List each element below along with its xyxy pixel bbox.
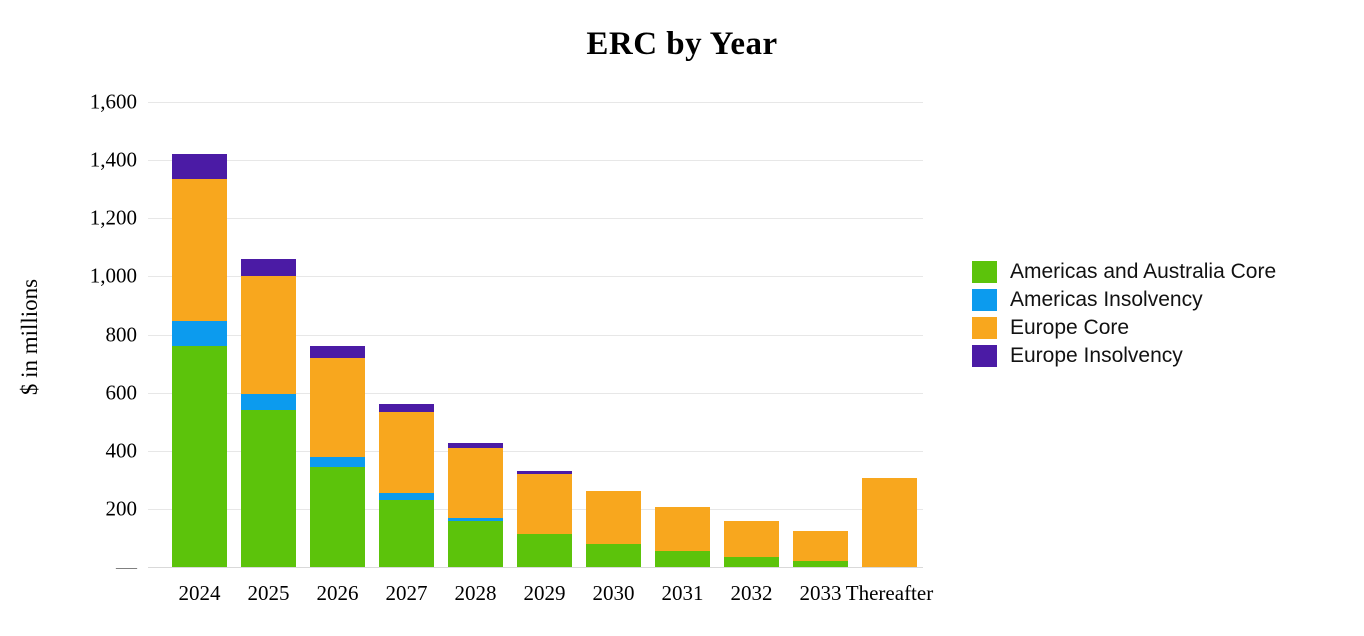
legend-label: Europe Core bbox=[1010, 316, 1130, 339]
x-tick-label: 2033 bbox=[799, 581, 842, 605]
bar-segment bbox=[516, 471, 573, 474]
x-tick-label: 2027 bbox=[385, 581, 428, 605]
bar-segment bbox=[378, 500, 435, 567]
legend-item: Europe Core bbox=[972, 314, 1276, 342]
gridline bbox=[148, 392, 923, 394]
x-tick-label: 2024 bbox=[178, 581, 221, 605]
bar-segment bbox=[447, 520, 504, 567]
legend-label: Europe Insolvency bbox=[1010, 344, 1183, 367]
x-tick-label: Thereafter bbox=[845, 581, 934, 605]
bar-segment bbox=[240, 276, 297, 395]
bar-segment bbox=[171, 179, 228, 322]
x-tick-label: 2025 bbox=[247, 581, 290, 605]
bar-segment bbox=[585, 491, 642, 544]
x-tick-label: 2028 bbox=[454, 581, 497, 605]
x-axis-tick-labels: 2024 2025 2026 2027 2028 2029 2030 2031 2032 2033… bbox=[0, 581, 1364, 611]
legend-swatch bbox=[972, 345, 997, 367]
bar-segment bbox=[516, 533, 573, 567]
bar-segment bbox=[309, 357, 366, 457]
legend-item: Americas Insolvency bbox=[972, 286, 1276, 314]
bar-segment bbox=[171, 346, 228, 567]
gridline bbox=[148, 276, 923, 278]
x-tick-label: 2029 bbox=[523, 581, 566, 605]
legend-label: Americas Insolvency bbox=[1010, 288, 1203, 311]
bar-segment bbox=[309, 456, 366, 467]
bar-segment bbox=[792, 561, 849, 567]
y-tick-label: 600 bbox=[105, 380, 138, 405]
bar-segment bbox=[861, 478, 918, 567]
bar-segment bbox=[723, 520, 780, 557]
bar-segment bbox=[516, 474, 573, 534]
bar-segment bbox=[585, 543, 642, 567]
x-tick-label: 2030 bbox=[592, 581, 635, 605]
bar-segment bbox=[378, 411, 435, 493]
bar-segment bbox=[240, 410, 297, 567]
zero-tick-label: — bbox=[116, 554, 137, 579]
gridline bbox=[148, 218, 923, 220]
bar-segment bbox=[171, 321, 228, 347]
x-axis-line bbox=[148, 567, 923, 568]
bar-segment bbox=[447, 443, 504, 448]
legend-swatch bbox=[972, 261, 997, 283]
y-tick-label: 1,000 bbox=[89, 263, 137, 288]
bar-segment bbox=[309, 346, 366, 358]
legend-item: Europe Insolvency bbox=[972, 342, 1276, 370]
legend-item: Americas and Australia Core bbox=[972, 258, 1276, 286]
gridline bbox=[148, 334, 923, 336]
y-tick-label: 1,400 bbox=[89, 147, 137, 172]
bar-segment bbox=[309, 466, 366, 567]
gridline bbox=[148, 450, 923, 452]
y-axis-tick-labels: 1,600 1,400 1,200 1,000 800 600 400 200 — bbox=[0, 90, 138, 579]
bar-segment bbox=[447, 447, 504, 518]
legend-swatch bbox=[972, 317, 997, 339]
bar-segment bbox=[792, 530, 849, 562]
legend-label: Americas and Australia Core bbox=[1010, 260, 1277, 283]
bar-segment bbox=[654, 551, 711, 567]
bar-segment bbox=[240, 394, 297, 411]
plot-area bbox=[148, 102, 923, 568]
y-tick-label: 1,200 bbox=[89, 205, 137, 230]
x-tick-label: 2026 bbox=[316, 581, 359, 605]
bar-segment bbox=[723, 556, 780, 567]
y-tick-label: 800 bbox=[105, 322, 138, 346]
bar-segment bbox=[447, 517, 504, 521]
x-tick-label: 2032 bbox=[730, 581, 773, 605]
bar-segment bbox=[378, 404, 435, 412]
chart-title: ERC by Year bbox=[586, 26, 778, 62]
x-tick-label: 2031 bbox=[661, 581, 704, 605]
bar-segment bbox=[654, 507, 711, 551]
gridline bbox=[148, 102, 923, 103]
y-tick-label: 400 bbox=[105, 438, 138, 463]
bar-segment bbox=[378, 492, 435, 501]
legend: Americas and Australia Core Americas Inso… bbox=[972, 258, 1276, 370]
legend-swatch bbox=[972, 289, 997, 311]
y-tick-label: 200 bbox=[105, 496, 138, 521]
bar-segment bbox=[240, 259, 297, 277]
y-tick-label: 1,600 bbox=[89, 89, 137, 114]
gridline bbox=[148, 160, 923, 162]
bar-segment bbox=[171, 154, 228, 179]
